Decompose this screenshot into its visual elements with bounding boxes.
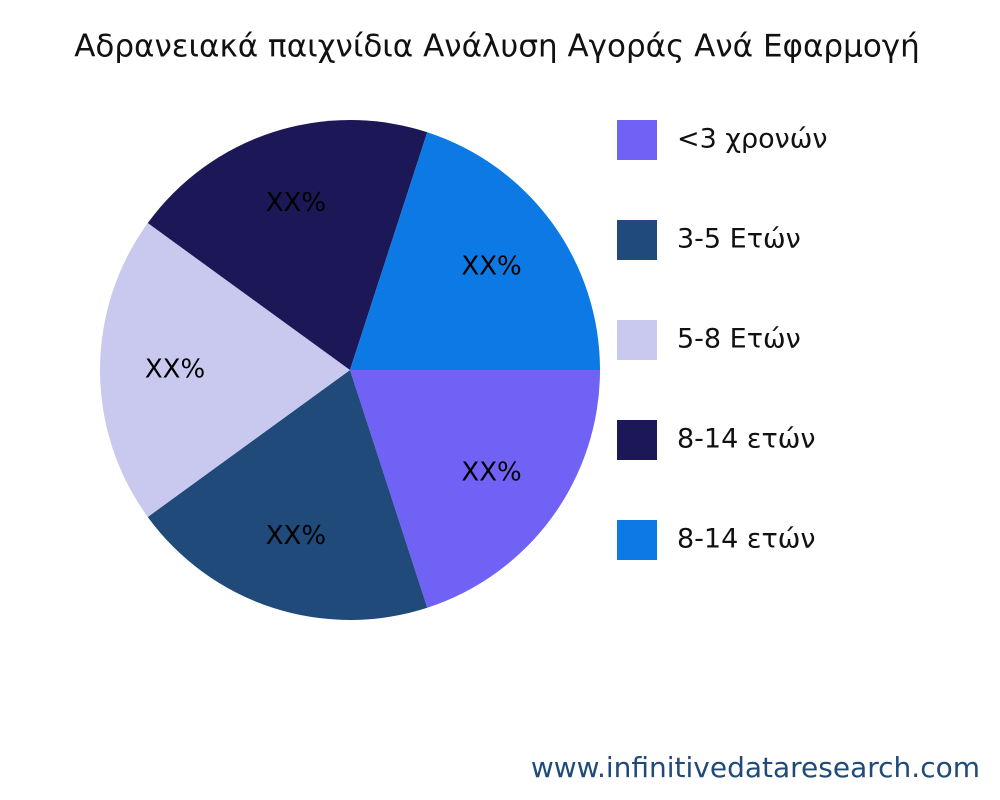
- data-label: XX%: [461, 457, 521, 487]
- legend-label: <3 χρονών: [677, 124, 827, 155]
- pie-slice: [100, 223, 350, 517]
- legend-label: 5-8 Ετών: [677, 324, 801, 355]
- legend-swatch: [617, 320, 657, 360]
- legend-label: 8-14 ετών: [677, 524, 815, 555]
- legend-swatch: [617, 420, 657, 460]
- legend-swatch: [617, 220, 657, 260]
- data-label: XX%: [145, 355, 205, 385]
- legend-label: 3-5 Ετών: [677, 224, 801, 255]
- pie-slice: [350, 370, 600, 608]
- legend-swatch: [617, 120, 657, 160]
- pie-slice: [147, 120, 428, 370]
- chart-title: Αδρανειακά παιχνίδια Ανάλυση Αγοράς Ανά …: [74, 29, 920, 65]
- data-label: XX%: [266, 188, 326, 218]
- pie-slice: [350, 132, 600, 370]
- pie-slice: [147, 370, 428, 620]
- source: www.infinitivedataresearch.com: [531, 751, 980, 784]
- data-label: XX%: [461, 252, 521, 282]
- data-label: XX%: [266, 521, 326, 551]
- legend-label: 8-14 ετών: [677, 424, 815, 455]
- legend-swatch: [617, 520, 657, 560]
